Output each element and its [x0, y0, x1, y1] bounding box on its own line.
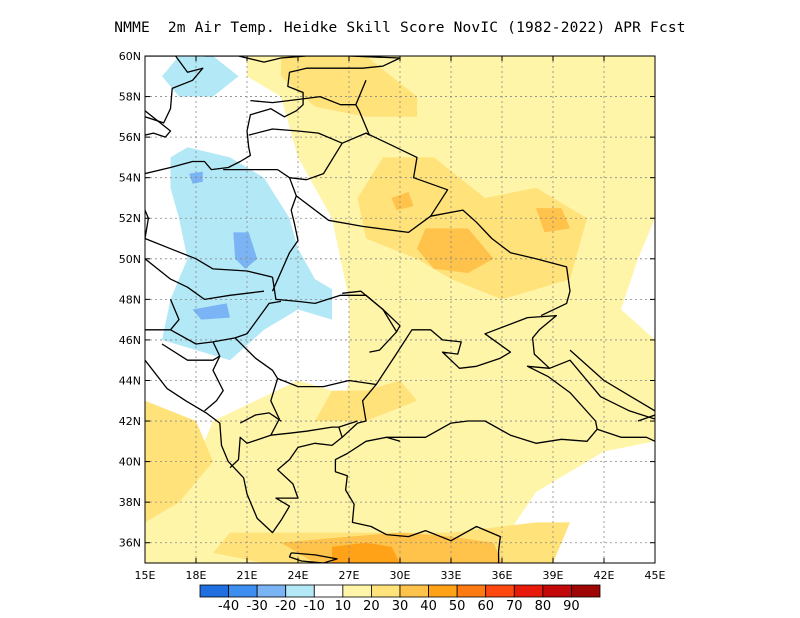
lon-tick-label: 21E [237, 569, 258, 582]
colorbar-swatch [228, 584, 258, 598]
lat-tick-label: 52N [119, 212, 141, 225]
skill-region-30-6 [417, 228, 494, 273]
colorbar-label: -30 [247, 599, 268, 614]
colorbar-swatch [342, 584, 372, 598]
country-border-1 [145, 258, 265, 301]
colorbar-swatch [285, 584, 315, 598]
coastline-6 [637, 414, 655, 422]
colorbar-swatch [399, 584, 429, 598]
country-border-8 [239, 412, 282, 424]
lat-tick-label: 58N [119, 91, 141, 104]
lat-tick-label: 42N [119, 415, 141, 428]
colorbar-label: 40 [420, 599, 437, 614]
coastline-5 [569, 349, 655, 412]
lat-tick-label: 54N [119, 172, 141, 185]
skill-region--10-12 [162, 56, 239, 97]
grid-layer [145, 56, 655, 563]
colorbar-swatch [371, 584, 401, 598]
lat-tick-label: 56N [119, 131, 141, 144]
lon-tick-label: 39E [543, 569, 564, 582]
country-border-13 [145, 173, 150, 239]
country-border-7 [338, 426, 343, 438]
axis-ticks-layer: 15E 18E 21E 24E 27E 30E 33E 36E 39E 42E 45E 36N 38N 4… [119, 50, 666, 582]
coastline-2 [145, 56, 401, 175]
colorbar-swatch [542, 584, 572, 598]
colorbar-swatch [513, 584, 544, 598]
skill-region-30-9 [391, 191, 414, 211]
colorbar-label: 60 [477, 599, 494, 614]
skill-region-30-8 [536, 208, 570, 233]
lat-tick-label: 50N [119, 253, 141, 266]
skill-region--20-13 [233, 232, 258, 269]
skill-region-10-0 [145, 56, 655, 563]
country-border-18 [295, 195, 571, 317]
coastline-layer [145, 56, 655, 563]
country-border-19 [365, 132, 449, 217]
colorbar-label: 50 [449, 599, 466, 614]
colorbar-swatch [428, 584, 458, 598]
colorbar-swatch [456, 584, 487, 598]
lon-tick-label: 42E [594, 569, 615, 582]
lat-tick-label: 40N [119, 456, 141, 469]
coastline-4 [288, 552, 338, 563]
colorbar-swatch [571, 584, 601, 598]
colorbar-label: 10 [335, 599, 352, 614]
coastline-3 [145, 314, 598, 563]
colorbar-label: 20 [363, 599, 380, 614]
country-border-6 [270, 420, 358, 436]
colorbar: -40 -30 -20 -10 10 20 30 40 50 60 70 80 90 [199, 584, 601, 614]
country-border-20 [342, 290, 401, 333]
colorbar-label: 30 [392, 599, 409, 614]
lon-tick-label: 45E [645, 569, 666, 582]
colorbar-label: 90 [563, 599, 580, 614]
lat-tick-label: 38N [119, 496, 141, 509]
coastline-0 [145, 110, 172, 138]
lon-tick-label: 33E [441, 569, 462, 582]
lat-tick-label: 36N [119, 537, 141, 550]
map-title: NMME 2m Air Temp. Heidke Skill Score Nov… [114, 20, 686, 36]
colorbar-label: 70 [506, 599, 523, 614]
country-border-layer [145, 80, 655, 469]
lon-tick-label: 30E [390, 569, 411, 582]
lon-tick-label: 15E [135, 569, 156, 582]
lon-tick-label: 27E [339, 569, 360, 582]
country-border-10 [161, 343, 221, 361]
country-border-16 [248, 128, 343, 144]
country-border-0 [145, 237, 273, 278]
lat-tick-label: 60N [119, 50, 141, 63]
country-border-5 [229, 378, 280, 469]
country-border-17 [250, 95, 356, 106]
skill-region-20-1 [357, 157, 587, 300]
lon-tick-label: 24E [288, 569, 309, 582]
country-border-23 [386, 436, 401, 442]
lon-tick-label: 36E [492, 569, 513, 582]
skill-region--20-15 [192, 303, 230, 320]
colorbar-swatch [256, 584, 287, 598]
colorbar-swatch [313, 584, 344, 598]
country-border-22 [596, 428, 655, 442]
colorbar-label: -40 [218, 599, 239, 614]
colorbar-swatch [485, 584, 515, 598]
lat-tick-label: 48N [119, 293, 141, 306]
country-border-9 [204, 341, 224, 412]
country-border-12 [271, 169, 299, 292]
colorbar-label: -10 [304, 599, 325, 614]
colorbar-label: 80 [535, 599, 552, 614]
colorbar-swatch [199, 584, 229, 598]
country-border-4 [234, 337, 377, 388]
skill-region-20-3 [315, 380, 417, 421]
lat-tick-label: 46N [119, 334, 141, 347]
lat-tick-label: 44N [119, 374, 141, 387]
colorbar-label: -20 [275, 599, 296, 614]
country-border-21 [549, 359, 655, 420]
coastline-1 [145, 56, 204, 124]
country-border-3 [271, 277, 398, 353]
lon-tick-label: 18E [186, 569, 207, 582]
